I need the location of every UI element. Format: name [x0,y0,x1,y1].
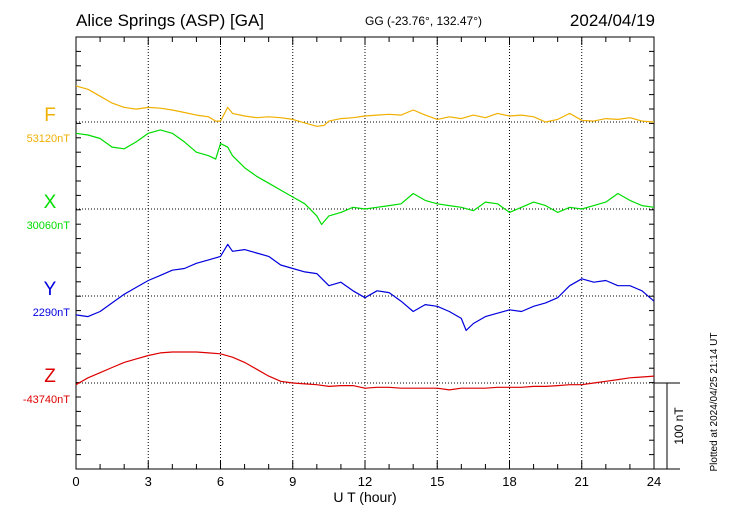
x-tick-label: 18 [502,474,516,489]
x-tick-label: 9 [289,474,296,489]
scale-bar-label: 100 nT [672,407,686,445]
grid [75,37,655,470]
x-tick-labels: 0 3 6 9 12 15 18 21 24 [72,474,661,489]
series-baseline-f: 53120nT [27,133,71,145]
series-labels: F 53120nT X 30060nT Y 2290nT Z -43740nT [23,105,70,406]
x-tick-label: 15 [430,474,444,489]
series-name-y: Y [44,279,57,300]
station-title: Alice Springs (ASP) [GA] [76,11,264,30]
x-tick-label: 24 [647,474,661,489]
coords-label: GG (-23.76°, 132.47°) [365,14,482,28]
series-line-y [75,243,655,331]
series-baseline-y: 2290nT [33,307,71,319]
series-line-z [75,351,655,391]
x-tick-label: 12 [358,474,372,489]
x-tick-label: 0 [72,474,79,489]
series-name-x: X [44,192,57,213]
x-tick-label: 6 [217,474,224,489]
x-tick-label: 3 [145,474,152,489]
series-name-f: F [44,105,56,126]
series-line-x [75,129,655,226]
series-baseline-z: -43740nT [23,394,70,406]
x-tick-label: 21 [575,474,589,489]
series-baseline-x: 30060nT [27,220,71,232]
plotted-timestamp: Plotted at 2024/04/25 21:14 UT [709,333,720,472]
series-line-f [75,85,655,127]
series-lines [75,85,655,391]
scale-bar: 100 nT [654,382,686,470]
x-axis-label: U T (hour) [333,489,396,505]
date-label: 2024/04/19 [570,11,655,30]
series-name-z: Z [44,366,56,387]
